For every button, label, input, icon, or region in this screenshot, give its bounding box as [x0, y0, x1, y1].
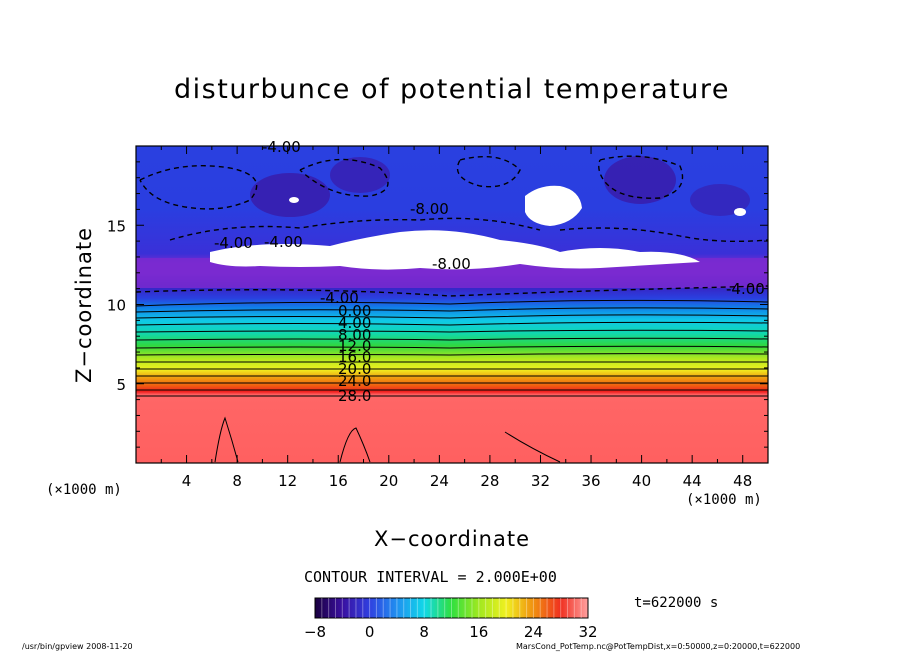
colorbar-tick-label: 32 — [578, 623, 597, 641]
contour-labels: -4.00-4.00 -4.00-8.00-8.00-4.00 -4.000.004… — [214, 138, 765, 405]
contour-label: -8.00 — [432, 255, 471, 273]
contour-label: 4.00 — [338, 314, 371, 332]
contour-label: -4.00 — [726, 280, 765, 298]
x-tick-label: 36 — [581, 472, 600, 490]
x-tick-label: 28 — [480, 472, 499, 490]
contour-label: -4.00 — [214, 234, 253, 252]
contour-label: -4.00 — [320, 289, 359, 307]
colorbar-tick-label: −8 — [304, 623, 326, 641]
x-axis-label: X−coordinate — [374, 527, 530, 551]
x-tick-label: 20 — [379, 472, 398, 490]
x-unit-left: (×1000 m) — [46, 482, 122, 498]
contour-label: 28.0 — [338, 387, 371, 405]
colorbar-tick-label: 16 — [469, 623, 488, 641]
x-tick-label: 24 — [430, 472, 449, 490]
potential-temperature-field — [136, 146, 768, 463]
x-tick-label: 48 — [733, 472, 752, 490]
x-tick-label: 8 — [232, 472, 242, 490]
x-unit-right: (×1000 m) — [686, 492, 762, 508]
colorbar-stripes — [321, 598, 582, 618]
contour-label: 0.00 — [338, 302, 371, 320]
chart-title: disturbunce of potential temperature — [174, 74, 730, 105]
y-tick-label: 5 — [116, 376, 126, 394]
x-tick-label: 12 — [278, 472, 297, 490]
y-tick-label: 15 — [107, 217, 126, 235]
x-tick-label: 40 — [632, 472, 651, 490]
x-tick-label: 16 — [329, 472, 348, 490]
x-axis: 4 8 12 16 20 24 28 32 36 40 44 48 — [160, 146, 769, 490]
colorbar-tick-label: 8 — [419, 623, 429, 641]
contour-interval: CONTOUR INTERVAL = 2.000E+00 — [304, 568, 557, 586]
colorbar — [314, 597, 589, 619]
colorbar-ticks: −8 0 8 16 24 32 — [304, 623, 598, 641]
contour-label: -4.00 — [264, 233, 303, 251]
contour-label: 20.0 — [338, 360, 371, 378]
contour-label: 12.0 — [338, 337, 371, 355]
contour-label: -8.00 — [410, 200, 449, 218]
contour-label: 16.0 — [338, 348, 371, 366]
y-axis: 5 10 15 — [107, 161, 768, 448]
colorbar-tick-label: 24 — [524, 623, 543, 641]
contour-label: -4.00 — [262, 138, 301, 156]
footer-command: /usr/bin/gpview 2008-11-20 — [22, 642, 133, 651]
contour-label: 8.00 — [338, 326, 371, 344]
contour-label: 24.0 — [338, 372, 371, 390]
time-label: t=622000 s — [634, 595, 719, 611]
y-tick-label: 10 — [107, 297, 126, 315]
y-axis-label: Z−coordinate — [72, 227, 96, 383]
x-tick-label: 32 — [531, 472, 550, 490]
x-tick-label: 4 — [182, 472, 192, 490]
x-tick-label: 44 — [683, 472, 702, 490]
colorbar-tick-label: 0 — [365, 623, 375, 641]
footer-source: MarsCond_PotTemp.nc@PotTempDist,x=0:5000… — [516, 642, 801, 651]
